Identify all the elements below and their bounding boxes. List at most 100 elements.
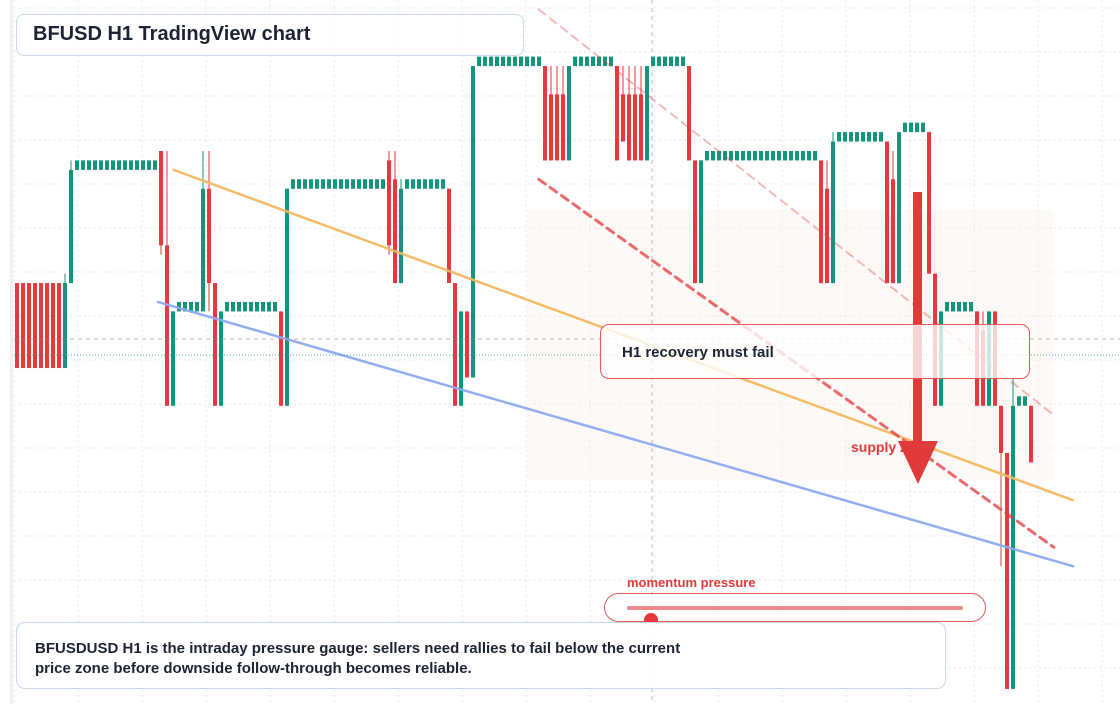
candle-body xyxy=(873,132,877,142)
candle xyxy=(261,301,265,312)
candle xyxy=(81,160,85,170)
candle-body xyxy=(147,160,151,170)
candle xyxy=(363,179,367,189)
candle xyxy=(495,56,499,67)
candle xyxy=(711,150,715,161)
candle xyxy=(969,301,973,312)
candle-body xyxy=(537,56,541,67)
candle xyxy=(507,56,511,67)
candle xyxy=(741,150,745,161)
candle-body xyxy=(453,283,457,406)
candle xyxy=(231,301,235,312)
candle-body xyxy=(195,301,199,312)
candle xyxy=(483,56,487,67)
candle-body xyxy=(579,56,583,67)
candle-body xyxy=(477,56,481,67)
candle-body xyxy=(363,179,367,189)
candle xyxy=(459,311,463,406)
candle xyxy=(159,150,163,255)
candle xyxy=(309,179,313,189)
candle-body xyxy=(639,94,643,161)
candle xyxy=(999,405,1003,567)
candle xyxy=(927,132,931,274)
candle-body xyxy=(309,179,313,189)
candle-body xyxy=(597,56,601,67)
left-scale-edge xyxy=(10,0,13,704)
candle-body xyxy=(69,169,73,284)
candle-body xyxy=(723,150,727,161)
candle-body xyxy=(831,141,835,284)
candle xyxy=(219,311,223,406)
candle-body xyxy=(999,405,1003,453)
candle-body xyxy=(717,150,721,161)
candle-body xyxy=(345,179,349,189)
candle-body xyxy=(219,311,223,406)
candle xyxy=(285,188,289,406)
candle xyxy=(531,56,535,67)
candle xyxy=(369,179,373,189)
candle-body xyxy=(231,301,235,312)
candle xyxy=(381,179,385,189)
candle xyxy=(843,132,847,142)
candle-body xyxy=(627,94,631,161)
candle xyxy=(423,179,427,189)
candle xyxy=(177,301,181,312)
candle-body xyxy=(681,56,685,67)
candle-body xyxy=(225,301,229,312)
trend-line xyxy=(156,300,1075,568)
candle xyxy=(555,66,559,161)
momentum-gauge[interactable] xyxy=(604,593,986,627)
candle-body xyxy=(855,132,859,142)
candle-body xyxy=(633,94,637,161)
candle xyxy=(189,301,193,312)
candle-body xyxy=(423,179,427,189)
candle xyxy=(375,179,379,189)
candle xyxy=(321,179,325,189)
candle-body xyxy=(843,132,847,142)
candle xyxy=(273,301,277,312)
candle-body xyxy=(237,301,241,312)
candle xyxy=(651,56,655,67)
candle-body xyxy=(735,150,739,161)
candle xyxy=(627,66,631,161)
candle xyxy=(687,66,691,161)
candle xyxy=(195,301,199,312)
candle-body xyxy=(693,160,697,284)
candle xyxy=(291,179,295,189)
candle xyxy=(123,160,127,170)
candle-body xyxy=(531,56,535,67)
candle-body xyxy=(375,179,379,189)
candle xyxy=(951,301,955,312)
candle-body xyxy=(909,122,913,133)
candle xyxy=(795,150,799,161)
candle xyxy=(867,132,871,142)
candle-body xyxy=(969,301,973,312)
candle-body xyxy=(465,311,469,378)
candle-body xyxy=(141,160,145,170)
candle-body xyxy=(399,188,403,284)
candle-body xyxy=(159,150,163,246)
candle xyxy=(27,283,31,369)
candle xyxy=(99,160,103,170)
candle xyxy=(897,132,901,284)
candle xyxy=(435,179,439,189)
candle-body xyxy=(471,66,475,378)
candle xyxy=(621,66,625,142)
down-arrow-icon xyxy=(898,192,938,484)
candle-body xyxy=(657,56,661,67)
candle-body xyxy=(513,56,517,67)
candle-body xyxy=(915,122,919,133)
candle xyxy=(393,150,397,284)
candle xyxy=(87,160,91,170)
candle-body xyxy=(177,301,181,312)
candle xyxy=(297,179,301,189)
candle xyxy=(387,150,391,255)
candle xyxy=(705,150,709,161)
candle xyxy=(111,160,115,170)
recovery-label: H1 recovery must fail xyxy=(600,324,1030,379)
candle-body xyxy=(387,160,391,246)
candle-body xyxy=(669,56,673,67)
candle xyxy=(225,301,229,312)
